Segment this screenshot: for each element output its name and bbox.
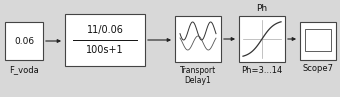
Text: Ph: Ph — [256, 4, 268, 13]
Text: Scope7: Scope7 — [303, 64, 334, 73]
Text: F_voda: F_voda — [9, 65, 39, 74]
Text: Ph=3...14: Ph=3...14 — [241, 66, 283, 75]
Bar — [65, 14, 145, 66]
Bar — [305, 29, 331, 51]
Text: Transport
Delay1: Transport Delay1 — [180, 66, 216, 85]
Text: 11/0.06: 11/0.06 — [87, 25, 123, 35]
Text: 100s+1: 100s+1 — [86, 45, 124, 55]
Text: 0.06: 0.06 — [14, 36, 34, 45]
Bar — [239, 16, 285, 62]
Bar — [5, 22, 43, 60]
Bar — [300, 22, 336, 60]
Bar — [175, 16, 221, 62]
